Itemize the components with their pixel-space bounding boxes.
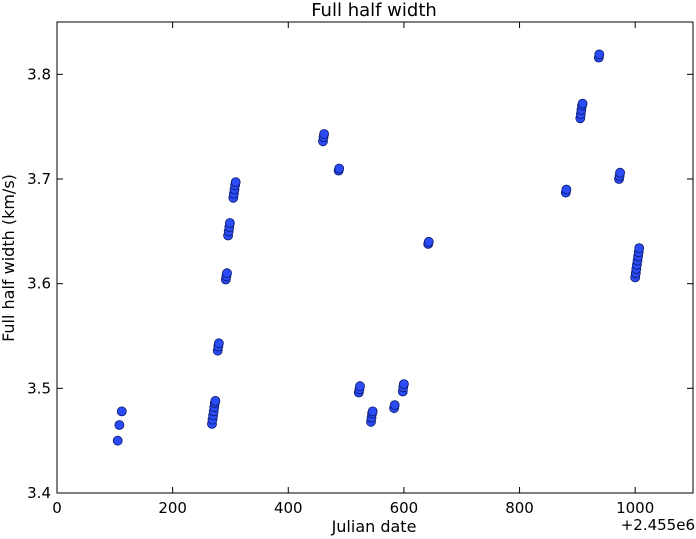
data-point (334, 163, 345, 174)
data-point (398, 379, 409, 390)
data-point (615, 167, 625, 178)
data-point (230, 177, 241, 188)
x-tick-label: 800 (505, 499, 534, 517)
data-point (213, 338, 224, 349)
x-offset-label: +2.455e6 (621, 516, 695, 534)
data-point (577, 98, 588, 109)
data-point (355, 381, 365, 392)
data-point (114, 420, 125, 430)
data-point (116, 406, 127, 417)
plot-area (112, 49, 645, 446)
data-point (112, 435, 123, 446)
data-point (389, 400, 400, 411)
chart-title: Full half width (311, 0, 437, 21)
x-tick-label: 0 (52, 499, 62, 517)
x-axis-label: Julian date (331, 517, 417, 536)
x-tick-label: 400 (274, 499, 303, 517)
y-tick-label: 3.7 (27, 170, 51, 188)
x-tick-label: 200 (158, 499, 187, 517)
data-point (224, 218, 235, 228)
data-point (423, 236, 434, 247)
data-point (210, 395, 221, 406)
data-point (594, 49, 605, 60)
x-tick-label: 600 (390, 499, 419, 517)
data-point (634, 243, 645, 254)
y-tick-label: 3.4 (27, 484, 51, 502)
data-point (319, 129, 330, 139)
y-tick-label: 3.8 (27, 65, 51, 83)
y-axis-label: Full half width (km/s) (0, 174, 18, 342)
x-tick-label: 1000 (616, 499, 654, 517)
data-point (561, 184, 572, 195)
axis-ticks: 0 200 400 600 800 1000 3.4 3.5 3.6 3.7 3.8 (27, 22, 693, 517)
data-point (367, 406, 378, 417)
plot-frame (56, 21, 694, 494)
y-tick-label: 3.5 (27, 379, 51, 397)
data-point (222, 268, 232, 279)
y-tick-label: 3.6 (27, 275, 51, 293)
